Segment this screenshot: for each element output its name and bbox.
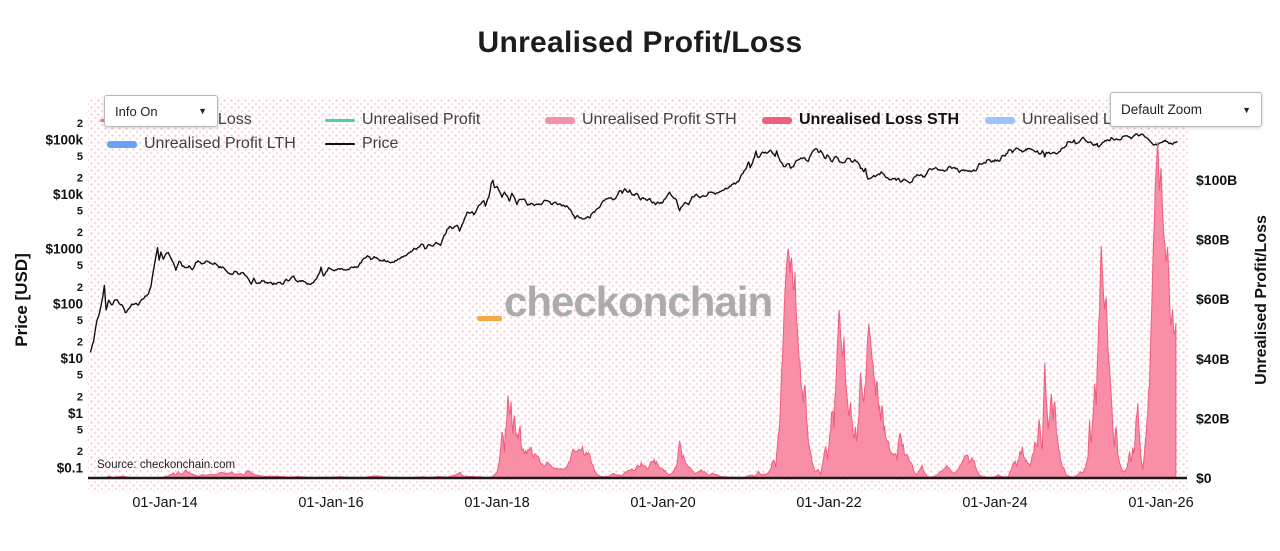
x-tick-label: 01-Jan-18 (464, 495, 529, 511)
page-title: Unrealised Profit/Loss (477, 26, 803, 59)
legend-item-unrealised-profit-sth[interactable]: Unrealised Profit STH (545, 111, 737, 129)
legend-label: Unrealised Loss STH (799, 111, 960, 128)
legend-item-unrealised-profit-lth[interactable]: Unrealised Profit LTH (107, 135, 296, 153)
y-right-axis-title: Unrealised Profit/Loss (1253, 215, 1270, 385)
zoom-dropdown[interactable]: Default Zoom ▼ (1110, 92, 1262, 127)
y-left-tick-label: 2 (77, 118, 83, 130)
y-left-tick-label: $100k (45, 132, 83, 147)
y-left-axis-title: Price [USD] (12, 253, 31, 347)
x-tick-label: 01-Jan-20 (630, 495, 695, 511)
y-right-tick-label: $40B (1196, 351, 1229, 367)
zoom-dropdown-label: Default Zoom (1121, 102, 1203, 117)
legend-label: Unrealised Profit (362, 111, 481, 128)
y-left-tick-label: $0.1 (57, 461, 84, 476)
legend-item-unrealised-loss-sth[interactable]: Unrealised Loss STH (762, 111, 959, 129)
price-line (89, 133, 1178, 353)
unrealised-profit-swatch-icon (325, 118, 355, 122)
y-left-tick-label: $1 (68, 406, 84, 421)
y-left-tick-label: 2 (77, 227, 83, 239)
source-credit: Source: checkonchain.com (97, 459, 236, 471)
y-left-tick-label: $100 (53, 296, 83, 311)
legend-item-unrealised-profit[interactable]: Unrealised Profit (325, 111, 480, 129)
chevron-down-icon: ▼ (198, 106, 207, 116)
x-tick-label: 01-Jan-22 (796, 495, 861, 511)
legend-label: Unrealised Profit LTH (144, 135, 296, 152)
unrealised-loss-sth-swatch-icon (762, 116, 792, 124)
plot-background-pattern (88, 97, 1188, 492)
info-dropdown[interactable]: Info On ▼ (104, 95, 218, 127)
x-tick-label: 01-Jan-24 (962, 495, 1027, 511)
x-tick-label: 01-Jan-26 (1128, 495, 1193, 511)
chevron-down-icon: ▼ (1242, 104, 1251, 115)
y-left-tick-label: $1000 (45, 242, 83, 257)
y-right-tick-label: $100B (1196, 172, 1237, 188)
price-swatch-icon (325, 143, 355, 145)
y-left-tick-label: 5 (77, 315, 83, 327)
y-left-tick-label: 2 (77, 391, 83, 403)
info-dropdown-label: Info On (115, 103, 158, 119)
legend-label: Price (362, 135, 399, 152)
y-right-tick-label: $20B (1196, 410, 1229, 426)
y-left-tick-label: $10 (60, 351, 83, 366)
x-tick-label: 01-Jan-16 (298, 495, 363, 511)
y-left-tick-label: 5 (77, 206, 83, 218)
y-right-tick-label: $0 (1196, 470, 1212, 486)
y-left-tick-label: 5 (77, 370, 83, 382)
y-right-tick-label: $80B (1196, 232, 1229, 248)
x-tick-label: 01-Jan-14 (132, 495, 197, 511)
y-left-tick-label: 2 (77, 282, 83, 294)
unrealised-loss-sth-area (90, 141, 1177, 479)
watermark: checkonchain (504, 278, 773, 325)
y-left-tick-label: 2 (77, 337, 83, 349)
unrealised-profit-sth-swatch-icon (545, 116, 575, 124)
y-left-tick-label: $10k (53, 187, 84, 202)
y-left-tick-label: 2 (77, 173, 83, 185)
y-right-tick-label: $60B (1196, 291, 1229, 307)
y-left-tick-label: 5 (77, 151, 83, 163)
legend-item-price[interactable]: Price (325, 135, 398, 153)
unrealised-profit-lth-swatch-icon (107, 140, 137, 148)
y-left-tick-label: 5 (77, 424, 83, 436)
checkonchain-logo-dash-icon (477, 316, 502, 321)
y-left-tick-label: 2 (77, 446, 83, 458)
legend-label: Unrealised Profit STH (582, 111, 737, 128)
unrealised-loss-lth-swatch-icon (985, 116, 1015, 124)
y-left-tick-label: 5 (77, 260, 83, 272)
